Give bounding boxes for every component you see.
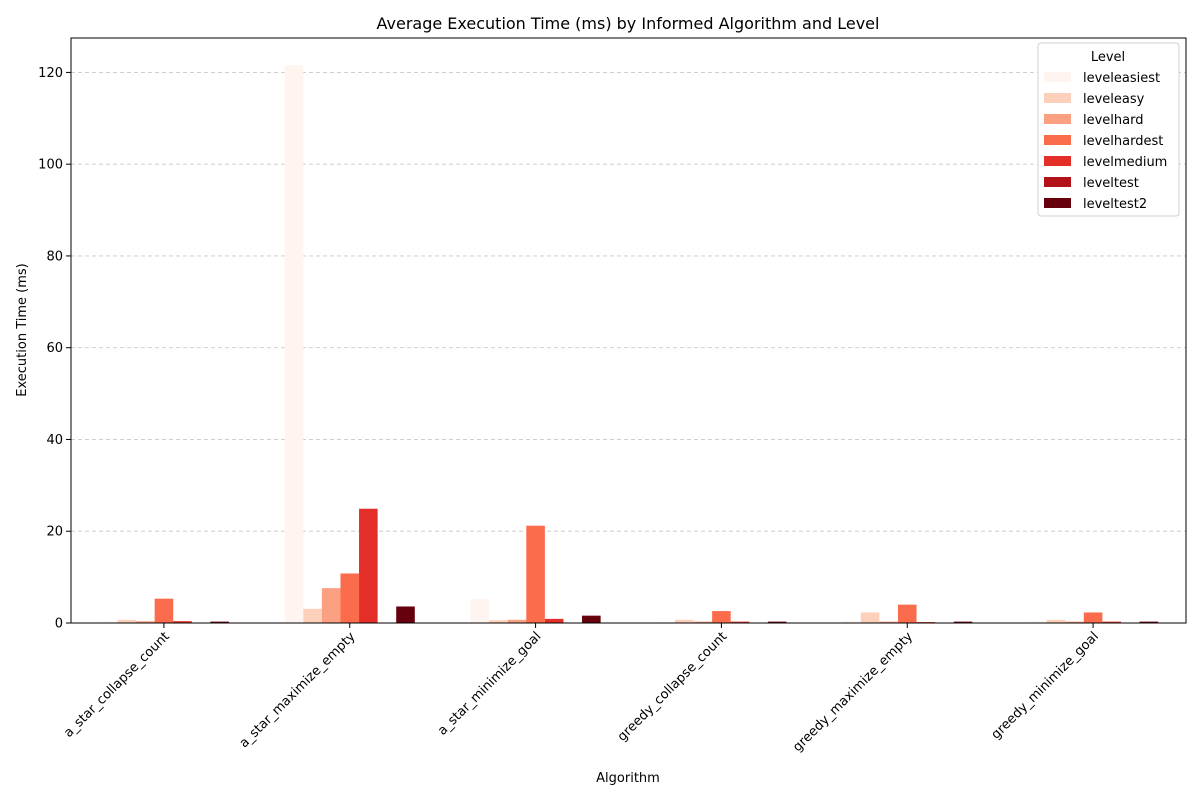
bar-levelmedium	[359, 508, 378, 623]
x-tick-label: greedy_maximize_empty	[790, 629, 916, 755]
grid-lines	[71, 71, 1186, 532]
legend-label: levelhard	[1083, 113, 1144, 128]
x-tick-label: greedy_collapse_count	[615, 629, 730, 744]
legend-label: leveltest	[1083, 176, 1139, 191]
x-axis-label: Algorithm	[596, 771, 660, 786]
legend: Level leveleasiestleveleasylevelhardleve…	[1037, 42, 1180, 217]
legend-swatch	[1044, 135, 1071, 145]
bar-leveltest2	[1139, 621, 1159, 623]
bars-group	[98, 65, 1159, 624]
y-tick-label: 0	[55, 617, 63, 632]
legend-swatch	[1044, 198, 1071, 208]
bar-leveleasy	[303, 608, 322, 623]
bar-levelhardest	[1083, 612, 1103, 623]
bar-levelhard	[1065, 621, 1084, 623]
y-tick-label: 100	[38, 158, 63, 173]
legend-label: leveleasy	[1083, 92, 1145, 107]
bar-levelmedium	[173, 621, 192, 623]
chart-title: Average Execution Time (ms) by Informed …	[377, 14, 880, 33]
bar-leveltest2	[953, 621, 973, 623]
y-axis: 0 20 40 60 80 100 120	[38, 66, 71, 632]
bar-leveltest2	[210, 621, 229, 623]
bar-levelhardest	[340, 573, 360, 623]
bar-leveleasiest	[842, 621, 861, 623]
x-axis: a_star_collapse_count a_star_maximize_emp…	[61, 623, 1102, 755]
legend-swatch	[1044, 114, 1071, 124]
bar-leveleasy	[489, 620, 508, 623]
bar-leveltest2	[582, 615, 601, 623]
legend-title: Level	[1091, 50, 1125, 65]
bar-leveleasiest	[1028, 621, 1047, 623]
bar-leveltest2	[767, 621, 787, 623]
legend-box	[1037, 42, 1180, 217]
y-tick-label: 40	[46, 433, 63, 448]
legend-swatch	[1044, 156, 1071, 166]
bar-levelmedium	[544, 618, 564, 623]
bar-levelhardest	[897, 604, 917, 623]
bar-leveleasy	[674, 619, 694, 623]
bar-levelhardest	[712, 611, 731, 623]
bar-leveleasiest	[470, 598, 490, 623]
bar-levelmedium	[1102, 621, 1121, 623]
y-tick-label: 80	[46, 249, 63, 264]
x-tick-label: greedy_minimize_goal	[989, 629, 1102, 742]
bar-levelhard	[136, 621, 155, 623]
bar-leveleasiest	[284, 65, 304, 624]
bar-leveleasy	[1046, 619, 1066, 623]
legend-label: levelhardest	[1083, 134, 1163, 149]
bar-leveleasy	[117, 619, 137, 623]
x-tick-label: a_star_maximize_empty	[237, 629, 359, 751]
bar-levelhard	[507, 619, 527, 623]
legend-swatch	[1044, 177, 1071, 187]
bar-levelmedium	[730, 621, 750, 623]
legend-swatch	[1044, 93, 1071, 103]
y-axis-label: Execution Time (ms)	[15, 263, 30, 396]
bar-leveleasiest	[98, 621, 118, 623]
legend-swatch	[1044, 72, 1071, 82]
legend-label: levelmedium	[1083, 155, 1167, 170]
x-tick-label: a_star_collapse_count	[61, 629, 172, 740]
bar-levelhardest	[154, 598, 174, 623]
bar-levelhard	[879, 621, 898, 623]
y-tick-label: 120	[38, 66, 63, 81]
y-tick-label: 20	[46, 525, 63, 540]
plot-area-frame	[70, 37, 1187, 624]
bar-levelhardest	[526, 525, 545, 623]
bar-leveleasy	[860, 612, 880, 623]
legend-label: leveleasiest	[1083, 71, 1160, 86]
bar-levelhard	[321, 588, 341, 623]
legend-label: leveltest2	[1083, 197, 1147, 212]
y-tick-label: 60	[46, 341, 63, 356]
bar-leveltest2	[396, 606, 415, 623]
bar-levelhard	[693, 621, 713, 623]
x-tick-label: a_star_minimize_goal	[435, 629, 544, 738]
legend-items: leveleasiest leveleasy levelhard levelharde…	[1044, 71, 1167, 212]
